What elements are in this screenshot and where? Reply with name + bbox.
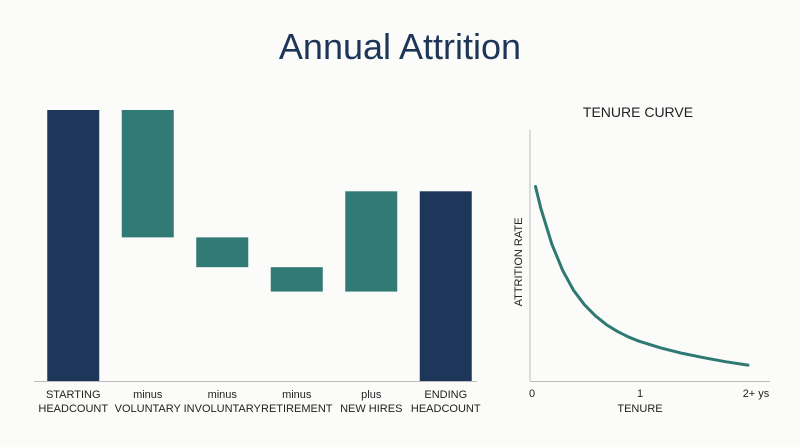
x-tick-label: 0 [529, 388, 535, 400]
category-label: minus [133, 389, 163, 401]
chart-title: TENURE CURVE [583, 104, 693, 120]
category-label: STARTING [46, 389, 101, 401]
waterfall-bar [419, 191, 472, 381]
waterfall-bar [270, 267, 323, 292]
category-label: NEW HIRES [340, 403, 402, 415]
x-tick-label: 1 [637, 388, 643, 400]
waterfall-bar [196, 237, 249, 268]
category-label: minus [208, 389, 238, 401]
x-axis-label: TENURE [617, 403, 662, 415]
category-label: ENDING [424, 389, 467, 401]
category-label: HEADCOUNT [38, 403, 108, 415]
waterfall-bar [121, 110, 174, 238]
category-label: plus [361, 389, 382, 401]
waterfall-bar [345, 191, 398, 292]
waterfall-bar [47, 110, 100, 381]
page-title: Annual Attrition [278, 26, 522, 67]
category-label: VOLUNTARY [115, 403, 182, 415]
category-label: RETIREMENT [261, 403, 333, 415]
category-label: HEADCOUNT [411, 403, 481, 415]
y-axis-label: ATTRITION RATE [513, 218, 525, 307]
x-tick-label: 2+ ys [743, 388, 770, 400]
attrition-curve [534, 185, 750, 367]
category-label: minus [282, 389, 312, 401]
category-label: INVOLUNTARY [184, 403, 262, 415]
